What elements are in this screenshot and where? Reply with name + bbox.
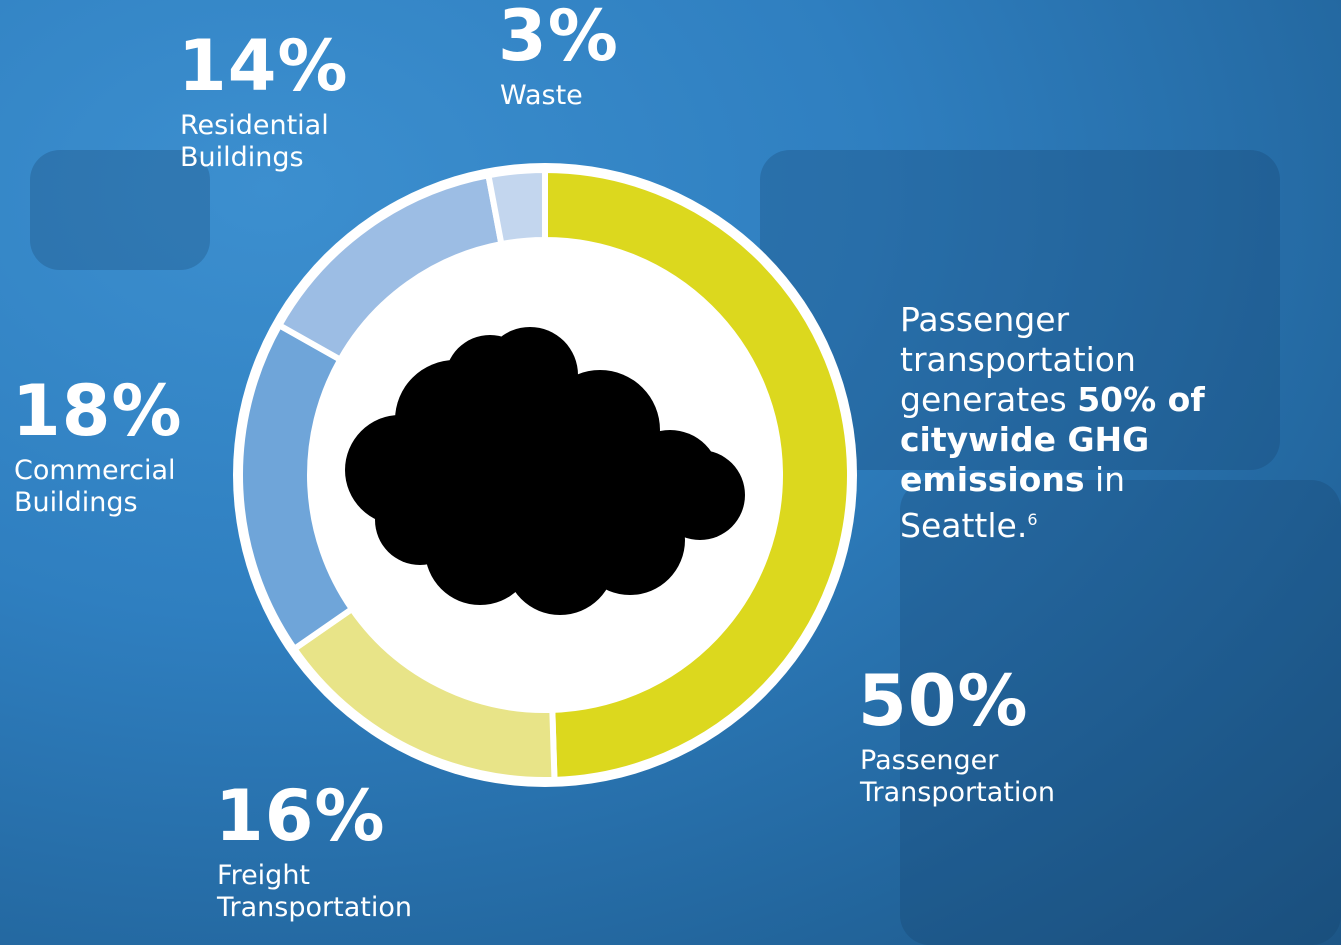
- value-label: 18%: [12, 375, 183, 447]
- value-label: 50%: [858, 665, 1029, 737]
- slice: [488, 170, 545, 244]
- category-label: Passenger Transportation: [860, 745, 1055, 809]
- category-label: Residential Buildings: [180, 110, 329, 174]
- category-label: Waste: [500, 80, 583, 112]
- category-label: Commercial Buildings: [14, 455, 176, 519]
- value-label: 16%: [215, 780, 386, 852]
- value-label: 14%: [178, 30, 349, 102]
- annotation: Passenger transportation generates 50% o…: [900, 300, 1240, 546]
- value-label: 3%: [498, 0, 619, 72]
- infographic: 50% Passenger Transportation 16% Freight Tr…: [0, 0, 1341, 945]
- footnote-marker: 6: [1027, 510, 1037, 529]
- category-label: Freight Transportation: [217, 860, 412, 924]
